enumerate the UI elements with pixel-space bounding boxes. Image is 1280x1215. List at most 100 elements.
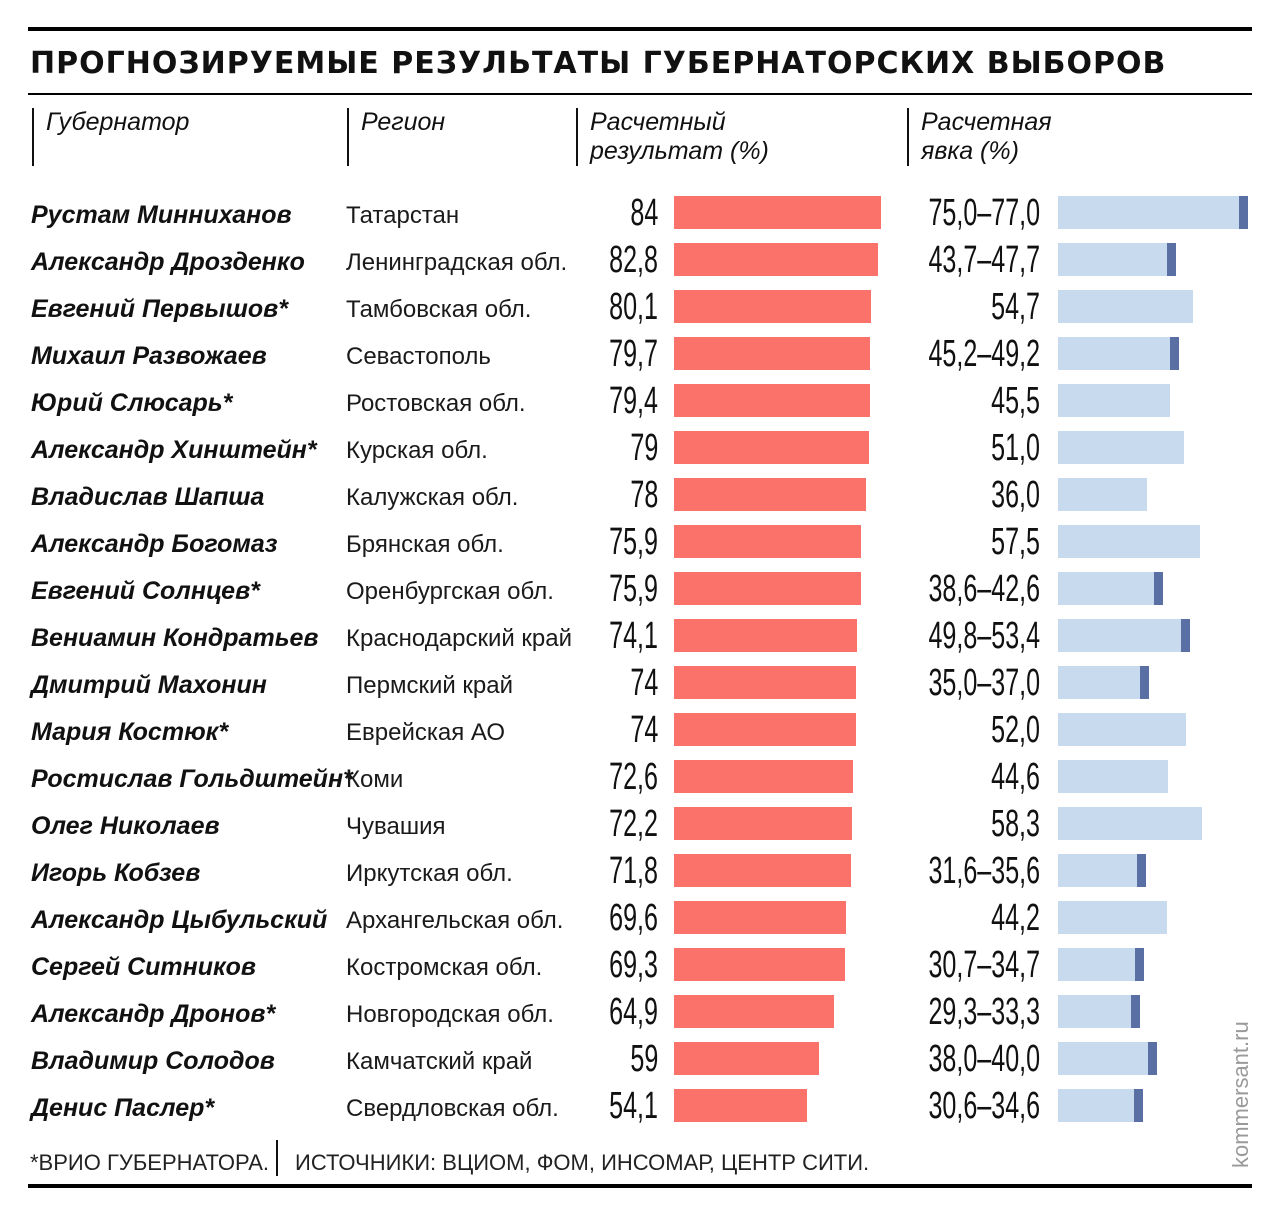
turnout-range-marker xyxy=(1239,196,1248,229)
turnout-bar xyxy=(1058,525,1200,558)
governor-name: Александр Дронов* xyxy=(31,1000,276,1028)
result-bar xyxy=(674,854,851,887)
region-name: Еврейская АО xyxy=(346,719,506,746)
region-name: Новгородская обл. xyxy=(346,1001,554,1028)
region-name: Иркутская обл. xyxy=(346,860,513,887)
turnout-range-marker xyxy=(1134,1089,1144,1122)
turnout-range-marker xyxy=(1170,337,1180,370)
governor-name: Михаил Развожаев xyxy=(31,342,267,370)
governor-name: Владимир Солодов xyxy=(31,1047,275,1075)
result-bar xyxy=(674,666,857,699)
table-row: Александр Хинштейн* Курская обл. 79 51,0 xyxy=(0,426,1280,473)
turnout-bar xyxy=(1058,619,1190,652)
header-turnout-line2: явка (%) xyxy=(921,137,1019,165)
turnout-value: 45,2–49,2 xyxy=(928,333,1040,375)
turnout-value: 38,6–42,6 xyxy=(928,568,1040,610)
header-result: Расчетный результат (%) xyxy=(576,108,769,166)
result-value: 71,8 xyxy=(609,850,658,892)
turnout-bar xyxy=(1058,478,1147,511)
result-value: 82,8 xyxy=(609,239,658,281)
result-bar xyxy=(674,619,857,652)
result-bar xyxy=(674,525,861,558)
bottom-rule xyxy=(28,1184,1252,1188)
governor-name: Игорь Кобзев xyxy=(31,859,201,887)
table-row: Ростислав Гольдштейн* Коми 72,6 44,6 xyxy=(0,755,1280,802)
result-value: 72,6 xyxy=(609,756,658,798)
turnout-value: 38,0–40,0 xyxy=(928,1038,1040,1080)
header-region: Регион xyxy=(347,108,445,166)
turnout-value: 44,6 xyxy=(991,756,1040,798)
region-name: Курская обл. xyxy=(346,437,488,464)
region-name: Краснодарский край xyxy=(346,625,573,652)
region-name: Тамбовская обл. xyxy=(346,296,532,323)
turnout-value: 36,0 xyxy=(991,474,1040,516)
table-row: Дмитрий Махонин Пермский край 74 35,0–37,0 xyxy=(0,661,1280,708)
result-bar xyxy=(674,1089,808,1122)
table-row: Владислав Шапша Калужская обл. 78 36,0 xyxy=(0,473,1280,520)
turnout-range-marker xyxy=(1147,1042,1157,1075)
region-name: Брянская обл. xyxy=(346,531,504,558)
table-row: Юрий Слюсарь* Ростовская обл. 79,4 45,5 xyxy=(0,379,1280,426)
result-value: 84 xyxy=(630,192,658,234)
turnout-bar xyxy=(1058,901,1168,934)
result-bar xyxy=(674,290,872,323)
turnout-value: 58,3 xyxy=(991,803,1040,845)
result-value: 78 xyxy=(630,474,658,516)
governor-name: Александр Богомаз xyxy=(31,530,278,558)
table-row: Евгений Первышов* Тамбовская обл. 80,1 54,7 xyxy=(0,285,1280,332)
turnout-value: 29,3–33,3 xyxy=(928,991,1040,1033)
turnout-range-marker xyxy=(1131,995,1141,1028)
region-name: Костромская обл. xyxy=(346,954,543,981)
turnout-bar xyxy=(1058,1042,1157,1075)
result-bar xyxy=(674,384,870,417)
turnout-bar xyxy=(1058,807,1202,840)
footnote-sources: ИСТОЧНИКИ: ВЦИОМ, ФОМ, ИНСОМАР, ЦЕНТР СИ… xyxy=(295,1150,870,1175)
result-value: 54,1 xyxy=(609,1085,658,1127)
turnout-bar xyxy=(1058,337,1180,370)
table-row: Вениамин Кондратьев Краснодарский край 74,… xyxy=(0,614,1280,661)
turnout-value: 45,5 xyxy=(991,380,1040,422)
table-row: Рустам Минниханов Татарстан 84 75,0–77,0 xyxy=(0,191,1280,238)
result-bar xyxy=(674,901,846,934)
governor-name: Денис Паслер* xyxy=(31,1094,215,1122)
header-region-label: Регион xyxy=(361,108,446,136)
result-value: 74 xyxy=(630,709,658,751)
turnout-value: 57,5 xyxy=(991,521,1040,563)
turnout-bar xyxy=(1058,290,1193,323)
table-row: Денис Паслер* Свердловская обл. 54,1 30,6–3… xyxy=(0,1084,1280,1131)
result-value: 69,3 xyxy=(609,944,658,986)
header-turnout-line1: Расчетная xyxy=(921,108,1052,136)
result-value: 75,9 xyxy=(609,568,658,610)
result-bar xyxy=(674,713,857,746)
table-row: Александр Богомаз Брянская обл. 75,9 57,5 xyxy=(0,520,1280,567)
governor-name: Александр Хинштейн* xyxy=(31,436,317,464)
result-bar xyxy=(674,948,845,981)
governor-name: Александр Цыбульский xyxy=(31,906,328,934)
turnout-bar xyxy=(1058,854,1146,887)
turnout-bar xyxy=(1058,666,1150,699)
header-governor: Губернатор xyxy=(32,108,189,166)
top-rule xyxy=(28,27,1252,31)
chart-title: ПРОГНОЗИРУЕМЫЕ РЕЗУЛЬТАТЫ ГУБЕРНАТОРСКИХ… xyxy=(30,46,1167,81)
turnout-range-marker xyxy=(1154,572,1164,605)
turnout-bar xyxy=(1058,995,1141,1028)
turnout-value: 30,7–34,7 xyxy=(928,944,1040,986)
governor-name: Александр Дрозденко xyxy=(31,248,305,276)
turnout-value: 75,0–77,0 xyxy=(928,192,1040,234)
result-bar xyxy=(674,1042,820,1075)
title-rule xyxy=(28,93,1252,95)
turnout-value: 31,6–35,6 xyxy=(928,850,1040,892)
result-bar xyxy=(674,431,869,464)
result-bar xyxy=(674,807,852,840)
result-bar xyxy=(674,337,871,370)
result-value: 64,9 xyxy=(609,991,658,1033)
turnout-bar xyxy=(1058,1089,1144,1122)
turnout-range-marker xyxy=(1134,948,1144,981)
table-row: Сергей Ситников Костромская обл. 69,3 30,7–… xyxy=(0,943,1280,990)
result-value: 59 xyxy=(630,1038,658,1080)
result-bar xyxy=(674,572,861,605)
header-result-line2: результат (%) xyxy=(590,137,769,165)
result-value: 69,6 xyxy=(609,897,658,939)
footnote-acting: *ВРИО ГУБЕРНАТОРА. xyxy=(30,1150,270,1175)
result-value: 75,9 xyxy=(609,521,658,563)
